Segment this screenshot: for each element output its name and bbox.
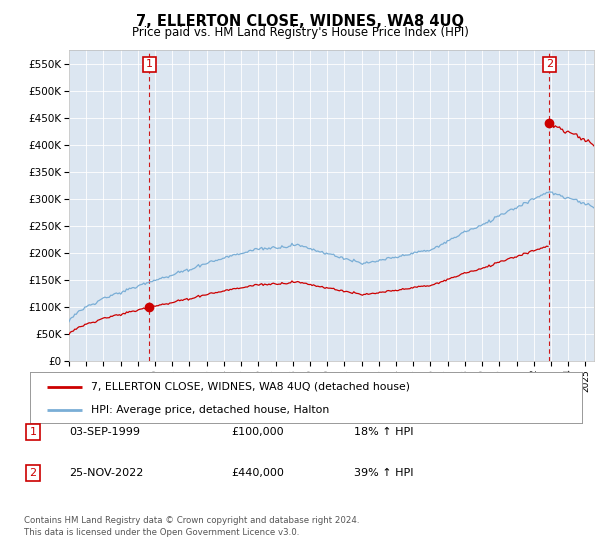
Text: 1: 1: [146, 59, 153, 69]
Text: £440,000: £440,000: [231, 468, 284, 478]
Text: 7, ELLERTON CLOSE, WIDNES, WA8 4UQ: 7, ELLERTON CLOSE, WIDNES, WA8 4UQ: [136, 14, 464, 29]
Text: £100,000: £100,000: [231, 427, 284, 437]
Text: 2: 2: [29, 468, 37, 478]
Text: 18% ↑ HPI: 18% ↑ HPI: [354, 427, 413, 437]
Text: 7, ELLERTON CLOSE, WIDNES, WA8 4UQ (detached house): 7, ELLERTON CLOSE, WIDNES, WA8 4UQ (deta…: [91, 381, 410, 391]
Text: 25-NOV-2022: 25-NOV-2022: [69, 468, 143, 478]
Text: HPI: Average price, detached house, Halton: HPI: Average price, detached house, Halt…: [91, 405, 329, 415]
Text: Price paid vs. HM Land Registry's House Price Index (HPI): Price paid vs. HM Land Registry's House …: [131, 26, 469, 39]
Text: 39% ↑ HPI: 39% ↑ HPI: [354, 468, 413, 478]
Text: Contains HM Land Registry data © Crown copyright and database right 2024.
This d: Contains HM Land Registry data © Crown c…: [24, 516, 359, 537]
Text: 1: 1: [29, 427, 37, 437]
Text: 2: 2: [545, 59, 553, 69]
Text: 03-SEP-1999: 03-SEP-1999: [69, 427, 140, 437]
